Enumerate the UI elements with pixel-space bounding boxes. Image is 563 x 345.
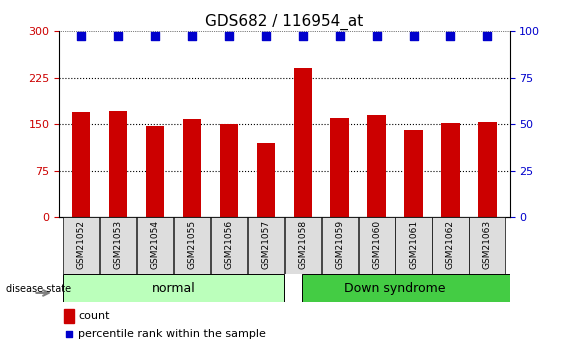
Text: Down syndrome: Down syndrome bbox=[345, 282, 446, 295]
Text: normal: normal bbox=[151, 282, 195, 295]
Bar bbox=[321, 217, 358, 274]
Text: GSM21057: GSM21057 bbox=[261, 220, 270, 269]
Text: GSM21053: GSM21053 bbox=[114, 220, 123, 269]
Point bbox=[409, 33, 418, 39]
Bar bbox=[100, 217, 136, 274]
Text: GSM21063: GSM21063 bbox=[483, 220, 492, 269]
Bar bbox=[330, 118, 349, 217]
Bar bbox=[211, 217, 247, 274]
Bar bbox=[174, 217, 210, 274]
Bar bbox=[441, 123, 459, 217]
Text: disease state: disease state bbox=[6, 284, 71, 294]
Point bbox=[372, 33, 381, 39]
Point bbox=[114, 33, 123, 39]
Bar bbox=[478, 122, 497, 217]
Bar bbox=[146, 126, 164, 217]
Bar bbox=[220, 124, 238, 217]
Text: GSM21054: GSM21054 bbox=[150, 220, 159, 269]
Bar bbox=[302, 274, 541, 302]
Point bbox=[298, 33, 307, 39]
Point bbox=[64, 331, 73, 337]
Text: GSM21058: GSM21058 bbox=[298, 220, 307, 269]
Point bbox=[77, 33, 86, 39]
Bar bbox=[404, 130, 423, 217]
Text: percentile rank within the sample: percentile rank within the sample bbox=[78, 329, 266, 339]
Text: GSM21056: GSM21056 bbox=[225, 220, 234, 269]
Text: GSM21052: GSM21052 bbox=[77, 220, 86, 269]
Bar bbox=[470, 217, 506, 274]
Text: GSM21059: GSM21059 bbox=[335, 220, 344, 269]
Bar bbox=[257, 143, 275, 217]
Text: GSM21060: GSM21060 bbox=[372, 220, 381, 269]
Point bbox=[335, 33, 344, 39]
Point bbox=[446, 33, 455, 39]
Title: GDS682 / 116954_at: GDS682 / 116954_at bbox=[205, 13, 364, 30]
Point bbox=[187, 33, 196, 39]
Point bbox=[483, 33, 492, 39]
Bar bbox=[183, 119, 201, 217]
Bar bbox=[63, 217, 99, 274]
Point bbox=[261, 33, 270, 39]
Bar bbox=[137, 217, 173, 274]
Bar bbox=[248, 217, 284, 274]
Text: GSM21055: GSM21055 bbox=[187, 220, 196, 269]
Bar bbox=[64, 309, 74, 323]
Bar bbox=[368, 115, 386, 217]
Bar bbox=[109, 110, 127, 217]
Bar bbox=[395, 217, 432, 274]
Bar bbox=[63, 274, 284, 302]
Bar bbox=[293, 68, 312, 217]
Text: GSM21061: GSM21061 bbox=[409, 220, 418, 269]
Text: count: count bbox=[78, 311, 110, 321]
Point bbox=[150, 33, 159, 39]
Bar bbox=[432, 217, 468, 274]
Bar bbox=[285, 217, 321, 274]
Text: GSM21062: GSM21062 bbox=[446, 220, 455, 269]
Point bbox=[225, 33, 234, 39]
Bar bbox=[72, 112, 91, 217]
Bar bbox=[359, 217, 395, 274]
